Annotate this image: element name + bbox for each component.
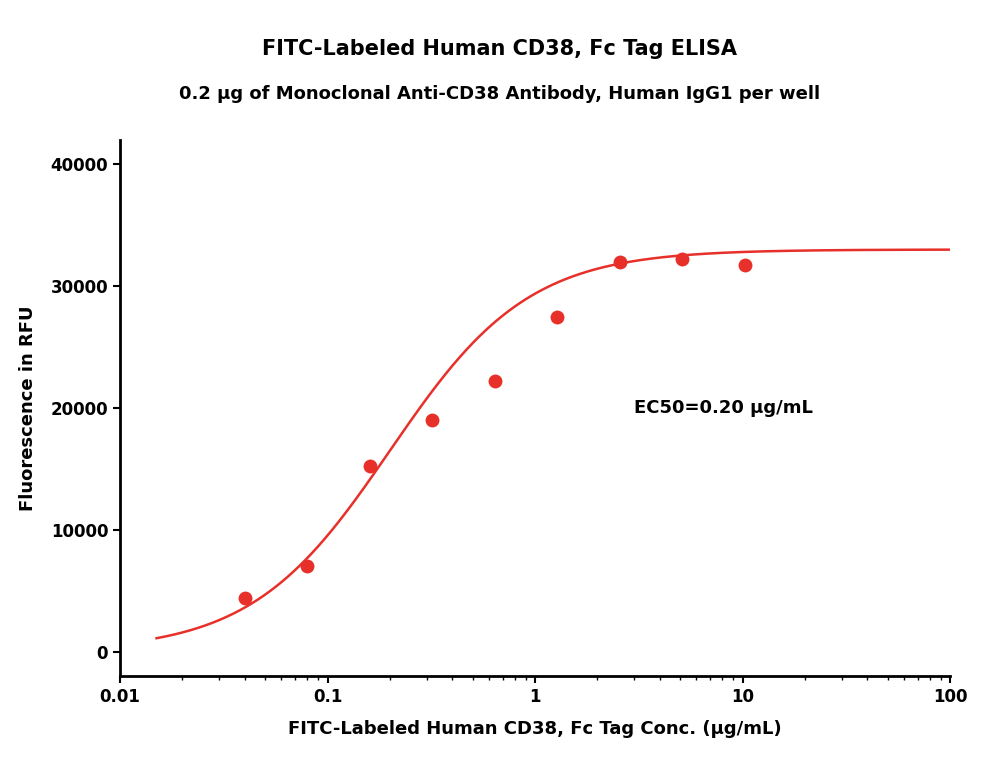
- Point: [674, 253, 690, 266]
- Text: EC50=0.20 μg/mL: EC50=0.20 μg/mL: [634, 399, 813, 417]
- Point: [737, 260, 753, 272]
- Point: [487, 375, 503, 388]
- Point: [612, 256, 628, 268]
- Point: [362, 460, 378, 472]
- Y-axis label: Fluorescence in RFU: Fluorescence in RFU: [19, 305, 37, 510]
- Point: [299, 560, 315, 573]
- X-axis label: FITC-Labeled Human CD38, Fc Tag Conc. (μg/mL): FITC-Labeled Human CD38, Fc Tag Conc. (μ…: [288, 720, 782, 737]
- Point: [424, 414, 440, 427]
- Text: FITC-Labeled Human CD38, Fc Tag ELISA: FITC-Labeled Human CD38, Fc Tag ELISA: [262, 39, 738, 59]
- Point: [237, 592, 253, 605]
- Point: [549, 310, 565, 322]
- Text: 0.2 μg of Monoclonal Anti-CD38 Antibody, Human IgG1 per well: 0.2 μg of Monoclonal Anti-CD38 Antibody,…: [179, 85, 821, 103]
